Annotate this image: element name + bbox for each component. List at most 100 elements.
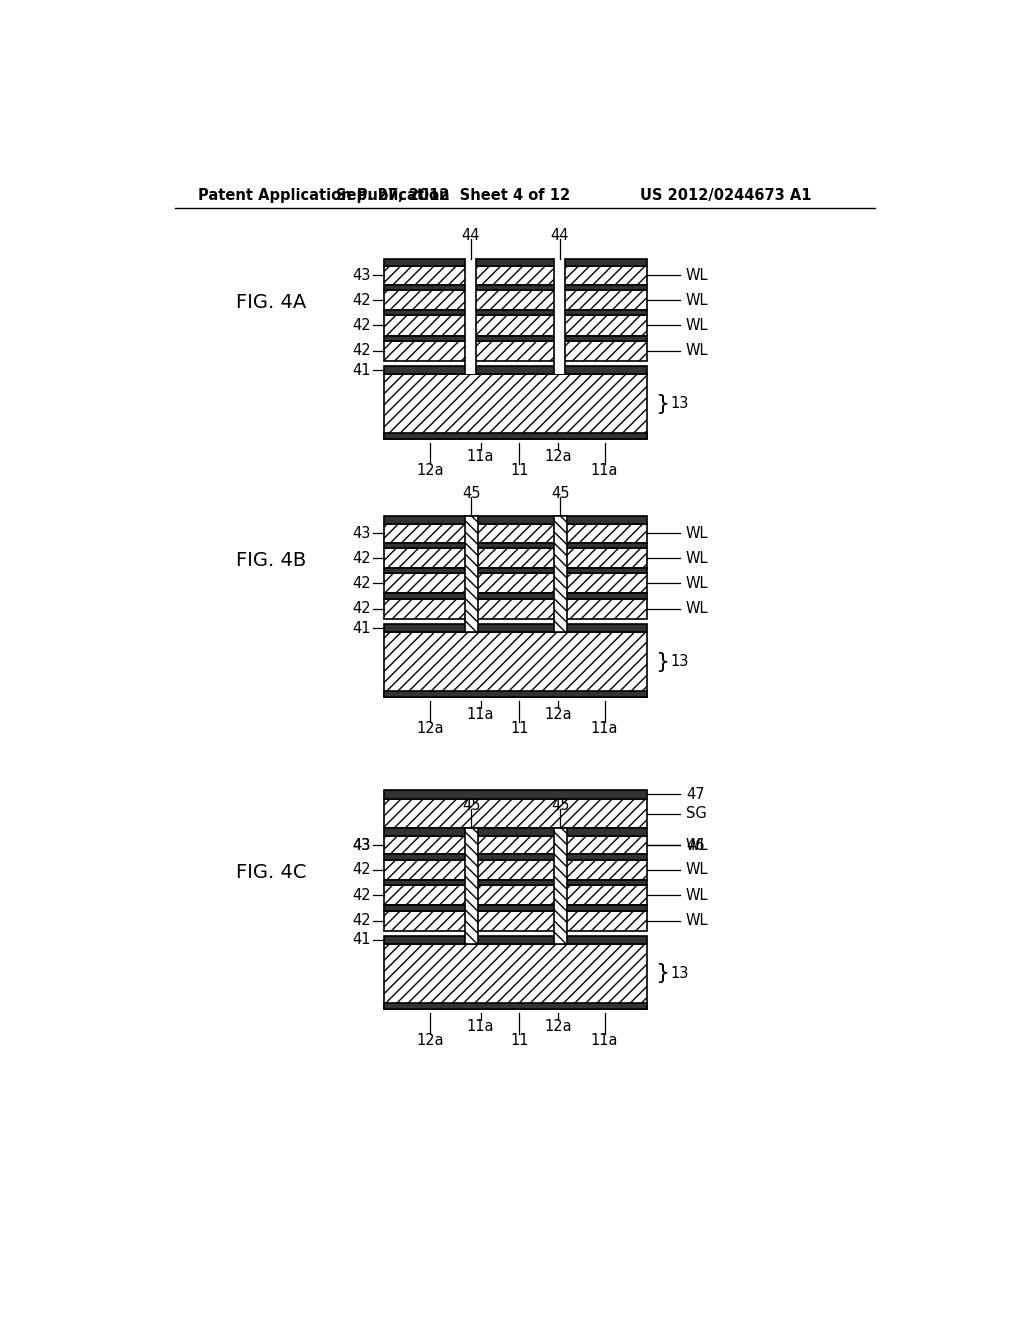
Text: WL: WL: [686, 838, 709, 853]
Bar: [554, 516, 566, 632]
Bar: [465, 259, 476, 374]
Text: 11: 11: [510, 463, 528, 478]
Text: 47: 47: [686, 787, 705, 803]
Text: WL: WL: [686, 602, 709, 616]
Text: 42: 42: [352, 318, 371, 333]
Text: 42: 42: [352, 602, 371, 616]
Text: 42: 42: [352, 888, 371, 903]
Bar: [384, 366, 647, 374]
Text: 42: 42: [352, 293, 371, 308]
Text: 45: 45: [551, 797, 569, 813]
Text: 41: 41: [352, 620, 371, 636]
Text: 11a: 11a: [467, 1019, 495, 1034]
Text: 12a: 12a: [545, 449, 572, 463]
Text: Patent Application Publication: Patent Application Publication: [198, 187, 450, 203]
Text: FIG. 4A: FIG. 4A: [237, 293, 306, 313]
Text: 45: 45: [462, 797, 480, 813]
Text: }: }: [655, 652, 669, 672]
Text: 12a: 12a: [417, 463, 444, 478]
Text: WL: WL: [686, 888, 709, 903]
Bar: [384, 1003, 647, 1010]
Bar: [384, 259, 647, 267]
Text: SG: SG: [686, 807, 707, 821]
Bar: [384, 433, 647, 440]
Text: WL: WL: [686, 525, 709, 541]
Text: 11a: 11a: [591, 1032, 618, 1048]
Text: 43: 43: [352, 268, 371, 282]
Text: 42: 42: [352, 913, 371, 928]
Text: WL: WL: [686, 862, 709, 878]
Bar: [384, 944, 647, 1010]
Bar: [384, 599, 647, 619]
Text: FIG. 4B: FIG. 4B: [237, 552, 306, 570]
Bar: [384, 310, 647, 315]
Text: 11a: 11a: [591, 463, 618, 478]
Bar: [384, 859, 647, 880]
Bar: [384, 568, 647, 573]
Text: 42: 42: [352, 550, 371, 565]
Text: 12a: 12a: [417, 721, 444, 735]
Bar: [384, 548, 647, 568]
Text: 11a: 11a: [467, 706, 495, 722]
Text: 42: 42: [352, 576, 371, 591]
Bar: [384, 836, 647, 854]
Bar: [384, 936, 647, 944]
Bar: [384, 911, 647, 931]
Text: FIG. 4C: FIG. 4C: [237, 863, 306, 882]
Bar: [384, 315, 647, 335]
Text: 43: 43: [352, 525, 371, 541]
Bar: [384, 335, 647, 341]
Bar: [554, 829, 566, 944]
Text: 45: 45: [462, 486, 480, 500]
Bar: [384, 789, 647, 799]
Text: 13: 13: [671, 655, 689, 669]
Text: }: }: [655, 964, 669, 983]
Bar: [384, 524, 647, 543]
Text: 44: 44: [551, 228, 569, 243]
Bar: [384, 341, 647, 360]
Bar: [384, 624, 647, 632]
Text: WL: WL: [686, 913, 709, 928]
Text: 11: 11: [510, 721, 528, 735]
Text: }: }: [655, 393, 669, 413]
Text: WL: WL: [686, 318, 709, 333]
Bar: [554, 259, 565, 374]
Text: 41: 41: [352, 363, 371, 378]
Text: 12a: 12a: [545, 706, 572, 722]
Text: 11a: 11a: [591, 721, 618, 735]
Text: 43: 43: [352, 838, 371, 853]
Text: 44: 44: [461, 228, 480, 243]
Text: 11a: 11a: [467, 449, 495, 463]
Text: 46: 46: [686, 838, 705, 853]
Bar: [384, 573, 647, 594]
Text: WL: WL: [686, 268, 709, 282]
Bar: [384, 267, 647, 285]
Text: 12a: 12a: [417, 1032, 444, 1048]
Bar: [384, 886, 647, 906]
Bar: [384, 290, 647, 310]
Bar: [384, 632, 647, 697]
Bar: [384, 516, 647, 524]
Bar: [465, 829, 477, 944]
Text: 13: 13: [671, 966, 689, 981]
Text: 41: 41: [352, 932, 371, 948]
Text: 13: 13: [671, 396, 689, 411]
Text: WL: WL: [686, 343, 709, 359]
Text: WL: WL: [686, 576, 709, 591]
Bar: [384, 854, 647, 859]
Bar: [384, 906, 647, 911]
Text: 45: 45: [551, 486, 569, 500]
Text: 42: 42: [352, 343, 371, 359]
Bar: [384, 829, 647, 836]
Text: 42: 42: [352, 862, 371, 878]
Bar: [384, 374, 647, 440]
Bar: [384, 594, 647, 599]
Text: 43: 43: [352, 838, 371, 853]
Bar: [384, 692, 647, 697]
Text: 12a: 12a: [545, 1019, 572, 1034]
Text: US 2012/0244673 A1: US 2012/0244673 A1: [640, 187, 811, 203]
Text: Sep. 27, 2012  Sheet 4 of 12: Sep. 27, 2012 Sheet 4 of 12: [337, 187, 570, 203]
Bar: [384, 285, 647, 290]
Text: 11: 11: [510, 1032, 528, 1048]
Bar: [384, 799, 647, 829]
